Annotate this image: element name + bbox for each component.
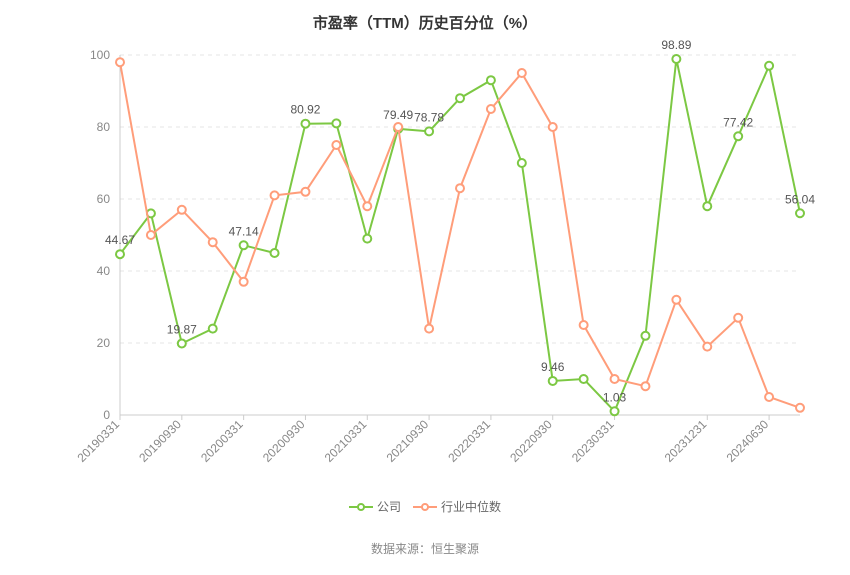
series-marker (765, 393, 773, 401)
series-marker (178, 206, 186, 214)
series-marker (394, 123, 402, 131)
series-line-1 (120, 62, 800, 408)
series-marker (703, 343, 711, 351)
series-marker (240, 241, 248, 249)
x-tick-label: 20220930 (507, 417, 555, 465)
series-marker (611, 407, 619, 415)
series-line-0 (120, 59, 800, 411)
point-label: 79.49 (383, 108, 413, 122)
point-label: 78.78 (414, 110, 444, 124)
series-marker (456, 184, 464, 192)
point-label: 19.87 (167, 322, 197, 336)
point-label: 9.46 (541, 360, 565, 374)
series-marker (796, 209, 804, 217)
series-marker (703, 202, 711, 210)
point-label: 44.67 (105, 233, 135, 247)
series-marker (580, 375, 588, 383)
series-marker (456, 94, 464, 102)
series-marker (301, 188, 309, 196)
series-marker (549, 377, 557, 385)
x-tick-label: 20200331 (198, 417, 246, 465)
series-marker (332, 119, 340, 127)
series-marker (332, 141, 340, 149)
legend-label: 行业中位数 (441, 498, 501, 515)
chart-title: 市盈率（TTM）历史百分位（%） (0, 0, 850, 33)
series-marker (209, 325, 217, 333)
source-prefix: 数据来源： (371, 542, 431, 556)
series-marker (147, 231, 155, 239)
y-tick-label: 80 (97, 120, 111, 134)
series-marker (765, 62, 773, 70)
series-marker (209, 238, 217, 246)
x-tick-label: 20190331 (74, 417, 122, 465)
series-marker (271, 191, 279, 199)
series-marker (796, 404, 804, 412)
series-marker (734, 132, 742, 140)
y-tick-label: 40 (97, 264, 111, 278)
x-tick-label: 20210930 (384, 417, 432, 465)
source-text: 恒生聚源 (431, 542, 479, 556)
legend-item-1[interactable]: 行业中位数 (413, 498, 501, 515)
series-marker (611, 375, 619, 383)
series-marker (641, 332, 649, 340)
series-marker (487, 76, 495, 84)
legend-marker-icon (349, 501, 373, 513)
series-marker (240, 278, 248, 286)
point-label: 1.03 (603, 390, 627, 404)
x-tick-label: 20231231 (662, 417, 710, 465)
legend-item-0[interactable]: 公司 (349, 498, 401, 515)
x-tick-label: 20200930 (260, 417, 308, 465)
series-marker (301, 120, 309, 128)
series-marker (271, 249, 279, 257)
series-marker (580, 321, 588, 329)
series-marker (178, 339, 186, 347)
chart-svg: 0204060801002019033120190930202003312020… (120, 55, 800, 415)
series-marker (641, 382, 649, 390)
series-marker (672, 55, 680, 63)
series-marker (672, 296, 680, 304)
series-marker (363, 202, 371, 210)
series-marker (487, 105, 495, 113)
x-tick-label: 20210331 (322, 417, 370, 465)
y-tick-label: 60 (97, 192, 111, 206)
legend: 公司 行业中位数 (0, 498, 850, 516)
x-tick-label: 20240630 (724, 417, 772, 465)
series-marker (518, 69, 526, 77)
point-label: 56.04 (785, 192, 815, 206)
point-label: 47.14 (229, 224, 259, 238)
series-marker (363, 235, 371, 243)
series-marker (425, 325, 433, 333)
y-tick-label: 100 (90, 48, 110, 62)
series-marker (116, 250, 124, 258)
x-tick-label: 20230331 (569, 417, 617, 465)
x-tick-label: 20190930 (136, 417, 184, 465)
point-label: 80.92 (290, 103, 320, 117)
chart-container: 市盈率（TTM）历史百分位（%） 02040608010020190331201… (0, 0, 850, 575)
point-label: 98.89 (661, 38, 691, 52)
point-label: 77.42 (723, 115, 753, 129)
x-tick-label: 20220331 (445, 417, 493, 465)
series-marker (734, 314, 742, 322)
legend-marker-icon (413, 501, 437, 513)
series-marker (518, 159, 526, 167)
series-marker (425, 127, 433, 135)
legend-label: 公司 (377, 498, 401, 515)
data-source: 数据来源：恒生聚源 (0, 540, 850, 557)
y-tick-label: 20 (97, 336, 111, 350)
series-marker (116, 58, 124, 66)
series-marker (549, 123, 557, 131)
